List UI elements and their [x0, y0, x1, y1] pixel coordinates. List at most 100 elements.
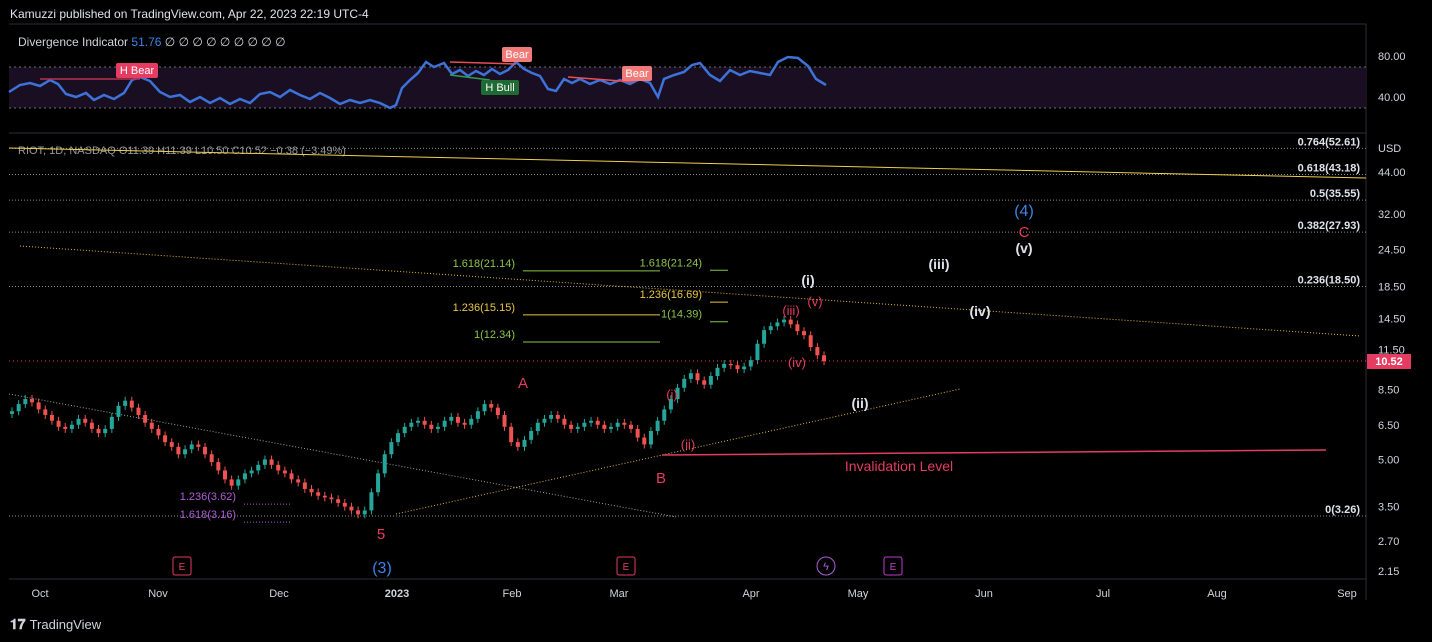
candle-body	[242, 473, 247, 480]
time-tick: Feb	[503, 588, 522, 600]
candle-body	[715, 367, 720, 377]
candle-body	[276, 464, 281, 471]
candle-body	[655, 420, 660, 432]
candle-body	[416, 420, 420, 423]
resistance-trendline	[19, 245, 1361, 337]
wave-b-label: B	[656, 470, 666, 487]
candle-body	[422, 420, 427, 425]
fib-extension-label: 1.236(15.15)	[453, 302, 515, 314]
candle-body	[123, 400, 128, 406]
candle-body	[555, 414, 560, 419]
candle-body	[176, 446, 181, 455]
wave-4-label: (4)	[1014, 203, 1034, 220]
candle-body	[309, 488, 314, 493]
candle-body	[76, 418, 81, 425]
invalidation-line	[661, 449, 1327, 456]
candle-body	[668, 398, 673, 410]
time-tick: Mar	[610, 588, 629, 600]
candle-body	[336, 499, 341, 503]
price-tick: 18.50	[1378, 282, 1406, 294]
fib-level-label: 0.236(18.50)	[1298, 275, 1361, 287]
candle-body	[369, 492, 374, 511]
wave-i-label: (i)	[801, 272, 814, 288]
wave-iii-label: (iii)	[929, 256, 950, 272]
brand-name: TradingView	[29, 617, 102, 632]
fib-retracement-levels: 0.764(52.61) 0.618(43.18) 0.5(35.55) 0.382(…	[9, 136, 1366, 517]
fib-extension-label: 1(14.39)	[661, 309, 702, 321]
candle-body	[495, 407, 500, 415]
fib-level-label: 0(3.26)	[1325, 504, 1360, 516]
footer-brand[interactable]: 𝟏𝟕 TradingView	[10, 616, 101, 633]
candle-body	[23, 398, 28, 405]
price-tick: 14.50	[1378, 314, 1406, 326]
candle-body	[116, 405, 121, 417]
time-tick: 2023	[385, 588, 409, 600]
last-price-badge	[1367, 354, 1411, 369]
candle-body	[755, 343, 760, 361]
invalidation-level-label: Invalidation Level	[845, 458, 953, 474]
candle-body	[329, 497, 334, 500]
candle-body	[362, 510, 367, 515]
candle-body	[795, 324, 800, 332]
earnings-icon-3	[883, 556, 903, 576]
earnings-icon-3-glyph: E	[890, 562, 897, 573]
candle-body	[435, 426, 440, 429]
trendlines	[8, 147, 1367, 518]
candle-body	[349, 506, 354, 511]
candle-body	[695, 373, 700, 381]
price-tick: 5.00	[1378, 454, 1399, 466]
candle-body	[16, 404, 21, 412]
indicator-value: 51.76	[131, 35, 162, 49]
candle-body	[475, 411, 480, 419]
h-bull-label-box	[481, 80, 519, 95]
candle-body	[216, 462, 221, 471]
candle-body	[589, 420, 594, 423]
candle-body	[49, 414, 54, 421]
bear-label-box-2	[622, 66, 652, 81]
time-tick: Sep	[1337, 588, 1357, 600]
candle-body	[149, 422, 154, 429]
time-tick: Jun	[975, 588, 993, 600]
fib-level-label: 0.382(27.93)	[1298, 220, 1361, 232]
indicator-name[interactable]: Divergence Indicator	[18, 35, 129, 49]
candle-body	[542, 418, 547, 423]
indicator-tick-80: 80.00	[1378, 51, 1406, 63]
candle-body	[788, 319, 793, 325]
candle-body	[728, 363, 733, 366]
candle-body	[515, 442, 520, 447]
price-tick: 32.00	[1378, 209, 1406, 221]
candle-body	[455, 416, 460, 423]
indicator-tick-40: 40.00	[1378, 92, 1406, 104]
minor-wave-ii: (ii)	[681, 437, 695, 452]
minor-wave-iv: (iv)	[788, 355, 806, 370]
candle-body	[236, 479, 241, 486]
downtrend-line	[8, 393, 677, 518]
price-tick: 3.50	[1378, 502, 1399, 514]
indicator-legend: Divergence Indicator 51.76 ∅ ∅ ∅ ∅ ∅ ∅ ∅…	[18, 35, 286, 49]
candle-body	[222, 470, 227, 480]
candle-body	[342, 502, 347, 507]
price-tick: 11.50	[1378, 344, 1405, 356]
candle-body	[575, 426, 580, 429]
candle-body	[768, 326, 773, 331]
time-tick: Oct	[31, 588, 48, 600]
fib-extension-label: 1.618(21.24)	[640, 257, 702, 269]
candle-body	[129, 400, 134, 408]
candle-body	[635, 428, 640, 438]
candle-body	[163, 435, 168, 443]
price-tick: 24.50	[1378, 244, 1406, 256]
wave-a-label: A	[518, 375, 528, 392]
bear-label-1: Bear	[505, 49, 529, 61]
wave-labels: 5 (3) A B C (4) (i) (ii) (iii) (iv) (v) …	[372, 203, 1034, 577]
fib-extensions: 1.618(21.14) 1.236(15.15) 1(12.34) 1.618(21…	[180, 257, 728, 523]
candle-body	[429, 424, 434, 429]
h-bear-label: H Bear	[120, 65, 155, 77]
wave-ii-label: (ii)	[851, 395, 868, 411]
candle-body	[609, 426, 614, 429]
candle-body	[109, 416, 114, 429]
candle-body	[56, 420, 61, 427]
candle-body	[169, 442, 174, 447]
candlesticks	[10, 315, 826, 519]
candle-body	[316, 492, 321, 496]
